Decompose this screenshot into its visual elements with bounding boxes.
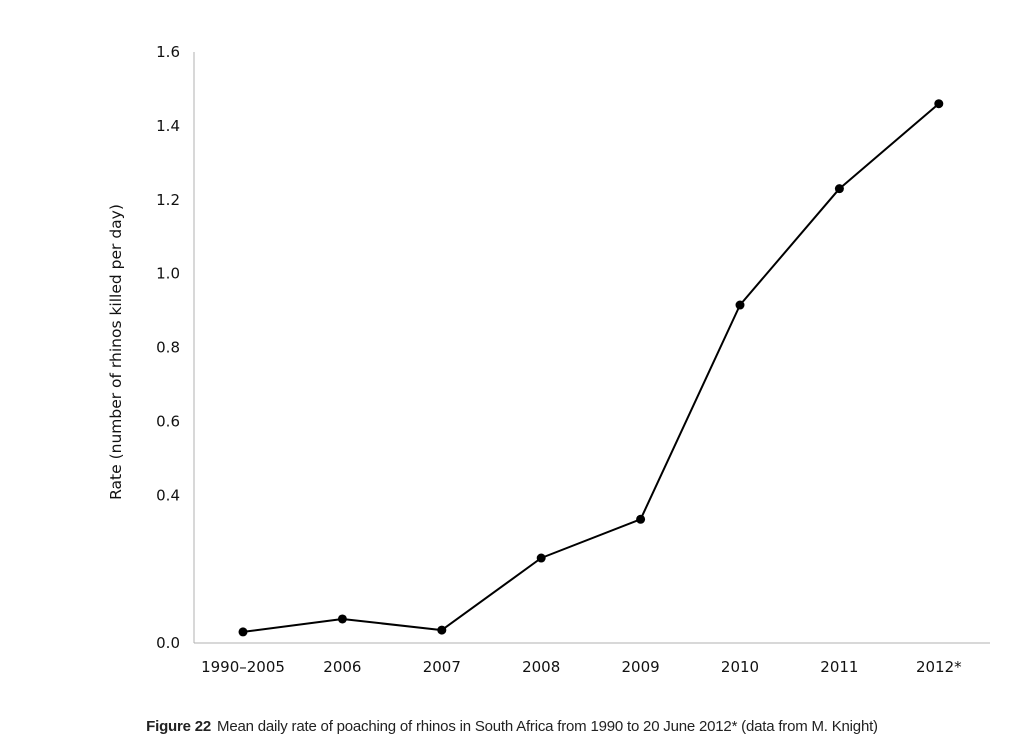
data-point: [536, 553, 546, 563]
series-line: [242, 102, 940, 633]
figure-label: Figure 22: [146, 718, 212, 735]
figure-caption-text: Mean daily rate of poaching of rhinos in…: [217, 718, 878, 735]
x-tick-label: 2009: [622, 658, 660, 676]
series-group: [238, 99, 944, 637]
y-tick-label: 1.0: [156, 265, 180, 283]
x-tick-label: 1990–2005: [201, 658, 285, 676]
data-point: [238, 627, 248, 637]
x-tick-label: 2007: [423, 658, 461, 676]
data-point: [636, 514, 646, 524]
y-tick-label: 0.8: [156, 339, 180, 357]
data-point: [834, 184, 844, 194]
x-tick-label: 2006: [323, 658, 361, 676]
data-point: [437, 625, 447, 635]
x-tick-label: 2010: [721, 658, 759, 676]
y-tick-label: 1.2: [156, 191, 180, 209]
y-tick-labels: 0.0 0.4 0.6 0.8 1.0 1.2 1.4 1.6: [156, 43, 180, 652]
y-tick-label: 0.4: [156, 486, 180, 504]
y-tick-label: 0.0: [156, 634, 180, 652]
x-tick-labels: 1990–2005 2006 2007 2008 2009 2010 2011 2012*: [201, 658, 962, 676]
line-chart: 0.0 0.4 0.6 0.8 1.0 1.2 1.4 1.6 1990–2005 2006 20…: [107, 43, 990, 676]
x-tick-label: 2012*: [916, 658, 962, 676]
figure-caption: Figure 22 Mean daily rate of poaching of …: [0, 718, 1024, 735]
data-point: [934, 99, 944, 109]
y-axis-title: Rate (number of rhinos killed per day): [107, 204, 125, 500]
y-tick-label: 1.6: [156, 43, 180, 61]
data-point: [337, 614, 347, 624]
y-tick-label: 1.4: [156, 117, 180, 135]
x-tick-label: 2011: [820, 658, 858, 676]
data-point: [735, 300, 745, 310]
y-tick-label: 0.6: [156, 412, 180, 430]
x-tick-label: 2008: [522, 658, 560, 676]
